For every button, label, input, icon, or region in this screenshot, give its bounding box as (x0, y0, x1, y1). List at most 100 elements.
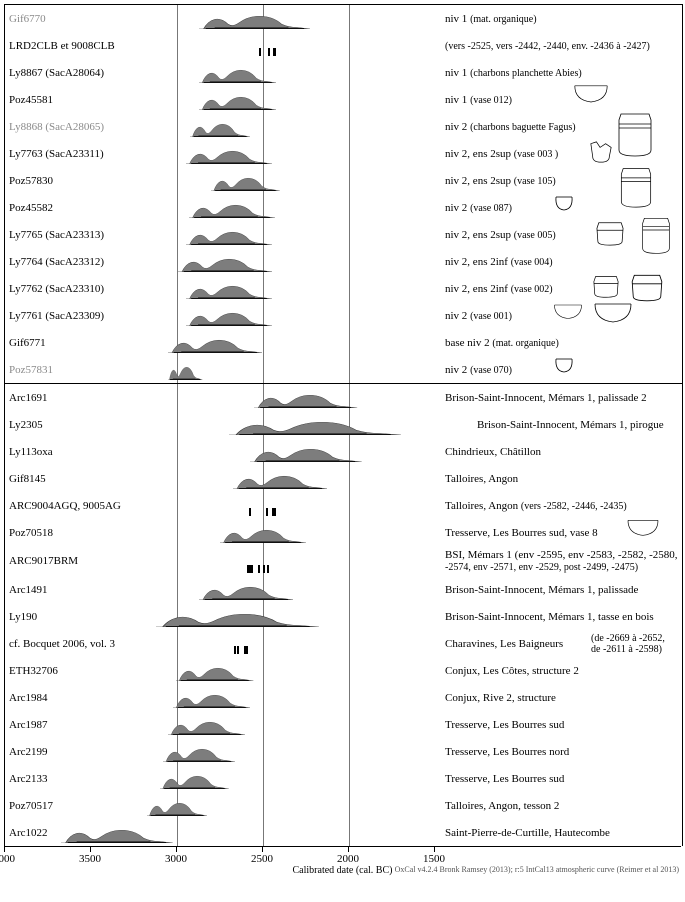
date-row: Gif6771 base niv 2 (mat. organique) (5, 329, 682, 356)
date-row: cf. Bocquet 2006, vol. 3Charavines, Les … (5, 630, 682, 657)
probability-distribution (160, 773, 229, 789)
calibration-plot: Gif6770 niv 1 (mat. organique)LRD2CLB et… (4, 4, 683, 846)
dendro-marker (274, 48, 276, 56)
dendro-marker (237, 646, 239, 654)
plot-cell (5, 356, 682, 383)
plot-cell (5, 275, 682, 302)
vessel-icon (553, 194, 575, 212)
date-row: Poz45582 niv 2 (vase 087) (5, 194, 682, 221)
sample-description: Conjux, Les Côtes, structure 2 (445, 665, 579, 677)
dendro-marker (274, 508, 276, 516)
date-row: Arc1984 Conjux, Rive 2, structure (5, 684, 682, 711)
date-row: Poz57830 niv 2, ens 2sup (vase 105) (5, 167, 682, 194)
probability-distribution (186, 229, 272, 245)
sample-description: niv 2 (vase 087) (445, 202, 512, 214)
axis-tick (4, 847, 5, 852)
date-row: Arc1022 Saint-Pierre-de-Curtille, Hautec… (5, 819, 682, 846)
plot-cell (5, 630, 682, 657)
axis-tick-label: 2000 (337, 853, 359, 865)
sample-description: niv 1 (mat. organique) (445, 13, 537, 25)
sample-description: niv 2, ens 2inf (vase 002) (445, 283, 553, 295)
dendro-marker (251, 565, 253, 573)
sample-description: Chindrieux, Châtillon (445, 446, 541, 458)
sample-description: niv 2 (vase 070) (445, 364, 512, 376)
plot-cell (5, 765, 682, 792)
date-row: Ly7765 (SacA23313) niv 2, ens 2sup (vase… (5, 221, 682, 248)
axis-caption: OxCal v4.2.4 Bronk Ramsey (2013); r:5 In… (395, 865, 679, 874)
date-row: ARC9004AGQ, 9005AGTalloires, Angon (vers… (5, 492, 682, 519)
plot-cell (5, 792, 682, 819)
sample-description: Talloires, Angon (vers -2582, -2446, -24… (445, 500, 627, 512)
vessel-icon (629, 271, 665, 303)
vessel-icon (553, 300, 583, 322)
probability-distribution (147, 800, 207, 816)
probability-distribution (163, 746, 235, 762)
probability-distribution (199, 94, 276, 110)
date-row: Ly7762 (SacA23310) niv 2, ens 2inf (vase… (5, 275, 682, 302)
sample-description: niv 2, ens 2sup (vase 105) (445, 175, 556, 187)
date-row: Gif6770 niv 1 (mat. organique) (5, 5, 682, 32)
date-row: Ly7763 (SacA23311) niv 2, ens 2sup (vase… (5, 140, 682, 167)
probability-distribution (186, 310, 272, 326)
probability-distribution (186, 283, 272, 299)
axis-tick-label: 2500 (251, 853, 273, 865)
date-row: LRD2CLB et 9008CLB(vers -2525, vers -244… (5, 32, 682, 59)
date-row: Ly113oxa Chindrieux, Châtillon (5, 438, 682, 465)
sample-description: niv 2 (charbons baguette Fagus) (445, 121, 576, 133)
vessel-icon (591, 273, 621, 299)
dendro-marker (266, 508, 268, 516)
vessel-icon (625, 517, 661, 537)
vessel-icon (553, 356, 575, 374)
sample-description: Charavines, Les Baigneurs (445, 638, 563, 650)
plot-cell (5, 738, 682, 765)
dendro-marker (258, 565, 260, 573)
vessel-icon (593, 298, 633, 326)
plot-cell (5, 140, 682, 167)
plot-cell (5, 657, 682, 684)
axis-tick (348, 847, 349, 852)
sample-description: Brison-Saint-Innocent, Mémars 1, pirogue (477, 419, 664, 431)
sample-description: niv 2, ens 2sup (vase 003 ) (445, 148, 558, 160)
axis-tick (176, 847, 177, 852)
probability-distribution (254, 392, 357, 408)
x-axis: Calibrated date (cal. BC) OxCal v4.2.4 B… (4, 846, 681, 877)
plot-cell (5, 5, 682, 32)
vessel-icon (593, 219, 627, 247)
sample-description: (vers -2525, vers -2442, -2440, env. -24… (445, 40, 650, 52)
sample-description: Tresserve, Les Bourres sud (445, 773, 564, 785)
probability-distribution (176, 665, 253, 681)
plot-cell (5, 438, 682, 465)
axis-tick-label: 1500 (423, 853, 445, 865)
sample-description: Brison-Saint-Innocent, Mémars 1, tasse e… (445, 611, 654, 623)
probability-distribution (156, 611, 319, 627)
axis-tick-label: 3000 (165, 853, 187, 865)
probability-distribution (229, 419, 401, 435)
vessel-icon (587, 140, 615, 164)
date-row: Arc1491 Brison-Saint-Innocent, Mémars 1,… (5, 576, 682, 603)
plot-cell (5, 465, 682, 492)
plot-cell (5, 329, 682, 356)
sample-description: BSI, Mémars 1 (env -2595, env -2583, -25… (445, 549, 678, 573)
date-row: Poz70517 Talloires, Angon, tesson 2 (5, 792, 682, 819)
date-row: Poz70518 Tresserve, Les Bourres sud, vas… (5, 519, 682, 546)
axis-tick (90, 847, 91, 852)
probability-distribution (250, 446, 362, 462)
probability-distribution (186, 148, 272, 164)
date-row: Ly2305 Brison-Saint-Innocent, Mémars 1, … (5, 411, 682, 438)
date-row: Ly8868 (SacA28065) niv 2 (charbons bague… (5, 113, 682, 140)
probability-distribution (233, 473, 328, 489)
sample-description: niv 1 (vase 012) (445, 94, 512, 106)
plot-cell (5, 711, 682, 738)
sample-description: Brison-Saint-Innocent, Mémars 1, palissa… (445, 392, 647, 404)
date-row: Arc2199 Tresserve, Les Bourres nord (5, 738, 682, 765)
probability-distribution (168, 337, 263, 353)
date-row: Poz45581 niv 1 (vase 012) (5, 86, 682, 113)
sample-description: base niv 2 (mat. organique) (445, 337, 559, 349)
date-row: Gif8145 Talloires, Angon (5, 465, 682, 492)
x-axis-title: Calibrated date (cal. BC) (293, 865, 393, 876)
probability-distribution (61, 827, 173, 843)
date-row: ETH32706 Conjux, Les Côtes, structure 2 (5, 657, 682, 684)
sample-description: niv 2 (vase 001) (445, 310, 512, 322)
probability-distribution (199, 13, 311, 29)
plot-cell (5, 194, 682, 221)
